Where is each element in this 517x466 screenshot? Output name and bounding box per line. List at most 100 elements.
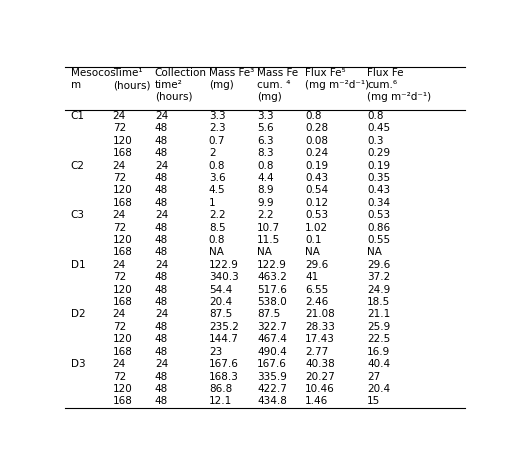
Text: 25.9: 25.9	[367, 322, 390, 332]
Text: 1.46: 1.46	[305, 397, 328, 406]
Text: 48: 48	[155, 347, 168, 356]
Text: D3: D3	[71, 359, 85, 369]
Text: 168: 168	[113, 247, 132, 257]
Text: 48: 48	[155, 384, 168, 394]
Text: 15: 15	[367, 397, 381, 406]
Text: 0.8: 0.8	[257, 161, 273, 171]
Text: 3.3: 3.3	[209, 111, 225, 121]
Text: 120: 120	[113, 185, 132, 195]
Text: 54.4: 54.4	[209, 285, 232, 295]
Text: 24: 24	[155, 161, 168, 171]
Text: 24: 24	[155, 210, 168, 220]
Text: Flux Fe
cum.⁶
(mg m⁻²d⁻¹): Flux Fe cum.⁶ (mg m⁻²d⁻¹)	[367, 69, 431, 102]
Text: C2: C2	[71, 161, 85, 171]
Text: 0.34: 0.34	[367, 198, 390, 208]
Text: 3.6: 3.6	[209, 173, 225, 183]
Text: 168.3: 168.3	[209, 371, 239, 382]
Text: 48: 48	[155, 223, 168, 233]
Text: 168: 168	[113, 148, 132, 158]
Text: 467.4: 467.4	[257, 334, 287, 344]
Text: D1: D1	[71, 260, 85, 270]
Text: 48: 48	[155, 272, 168, 282]
Text: Flux Fe⁵
(mg m⁻²d⁻¹): Flux Fe⁵ (mg m⁻²d⁻¹)	[305, 69, 369, 90]
Text: 24: 24	[155, 111, 168, 121]
Text: 422.7: 422.7	[257, 384, 287, 394]
Text: 24: 24	[155, 309, 168, 320]
Text: 322.7: 322.7	[257, 322, 287, 332]
Text: 6.55: 6.55	[305, 285, 328, 295]
Text: 48: 48	[155, 173, 168, 183]
Text: 24: 24	[155, 359, 168, 369]
Text: 48: 48	[155, 123, 168, 133]
Text: 0.7: 0.7	[209, 136, 225, 146]
Text: D2: D2	[71, 309, 85, 320]
Text: 18.5: 18.5	[367, 297, 390, 307]
Text: 37.2: 37.2	[367, 272, 390, 282]
Text: 0.43: 0.43	[367, 185, 390, 195]
Text: NA: NA	[367, 247, 382, 257]
Text: 538.0: 538.0	[257, 297, 287, 307]
Text: NA: NA	[209, 247, 224, 257]
Text: Collection
time²
(hours): Collection time² (hours)	[155, 69, 207, 102]
Text: 20.4: 20.4	[209, 297, 232, 307]
Text: 0.24: 0.24	[305, 148, 328, 158]
Text: 0.43: 0.43	[305, 173, 328, 183]
Text: 24: 24	[113, 111, 126, 121]
Text: 0.54: 0.54	[305, 185, 328, 195]
Text: Mass Fe
cum. ⁴
(mg): Mass Fe cum. ⁴ (mg)	[257, 69, 298, 102]
Text: 72: 72	[113, 173, 126, 183]
Text: 72: 72	[113, 272, 126, 282]
Text: 0.12: 0.12	[305, 198, 328, 208]
Text: 0.3: 0.3	[367, 136, 384, 146]
Text: 87.5: 87.5	[209, 309, 232, 320]
Text: 120: 120	[113, 384, 132, 394]
Text: 1.02: 1.02	[305, 223, 328, 233]
Text: 0.8: 0.8	[305, 111, 322, 121]
Text: 8.9: 8.9	[257, 185, 273, 195]
Text: 168: 168	[113, 397, 132, 406]
Text: 72: 72	[113, 322, 126, 332]
Text: C3: C3	[71, 210, 85, 220]
Text: 235.2: 235.2	[209, 322, 239, 332]
Text: 24: 24	[155, 260, 168, 270]
Text: 48: 48	[155, 235, 168, 245]
Text: 8.5: 8.5	[209, 223, 225, 233]
Text: 8.3: 8.3	[257, 148, 273, 158]
Text: NA: NA	[305, 247, 320, 257]
Text: 22.5: 22.5	[367, 334, 390, 344]
Text: 21.1: 21.1	[367, 309, 390, 320]
Text: 335.9: 335.9	[257, 371, 287, 382]
Text: 5.6: 5.6	[257, 123, 273, 133]
Text: 0.19: 0.19	[367, 161, 390, 171]
Text: 120: 120	[113, 334, 132, 344]
Text: 87.5: 87.5	[257, 309, 280, 320]
Text: 463.2: 463.2	[257, 272, 287, 282]
Text: 48: 48	[155, 334, 168, 344]
Text: 24.9: 24.9	[367, 285, 390, 295]
Text: 3.3: 3.3	[257, 111, 273, 121]
Text: 48: 48	[155, 397, 168, 406]
Text: 340.3: 340.3	[209, 272, 239, 282]
Text: 0.86: 0.86	[367, 223, 390, 233]
Text: 4.4: 4.4	[257, 173, 273, 183]
Text: 0.08: 0.08	[305, 136, 328, 146]
Text: 2.3: 2.3	[209, 123, 225, 133]
Text: 29.6: 29.6	[367, 260, 390, 270]
Text: 0.8: 0.8	[367, 111, 384, 121]
Text: 6.3: 6.3	[257, 136, 273, 146]
Text: 0.8: 0.8	[209, 161, 225, 171]
Text: Time¹
(hours): Time¹ (hours)	[113, 69, 150, 90]
Text: 10.46: 10.46	[305, 384, 335, 394]
Text: 48: 48	[155, 198, 168, 208]
Text: 0.53: 0.53	[305, 210, 328, 220]
Text: 490.4: 490.4	[257, 347, 287, 356]
Text: 10.7: 10.7	[257, 223, 280, 233]
Text: 27: 27	[367, 371, 381, 382]
Text: 9.9: 9.9	[257, 198, 273, 208]
Text: 48: 48	[155, 185, 168, 195]
Text: 120: 120	[113, 235, 132, 245]
Text: Mesocos
m: Mesocos m	[71, 69, 115, 90]
Text: 40.4: 40.4	[367, 359, 390, 369]
Text: NA: NA	[257, 247, 272, 257]
Text: 1: 1	[209, 198, 216, 208]
